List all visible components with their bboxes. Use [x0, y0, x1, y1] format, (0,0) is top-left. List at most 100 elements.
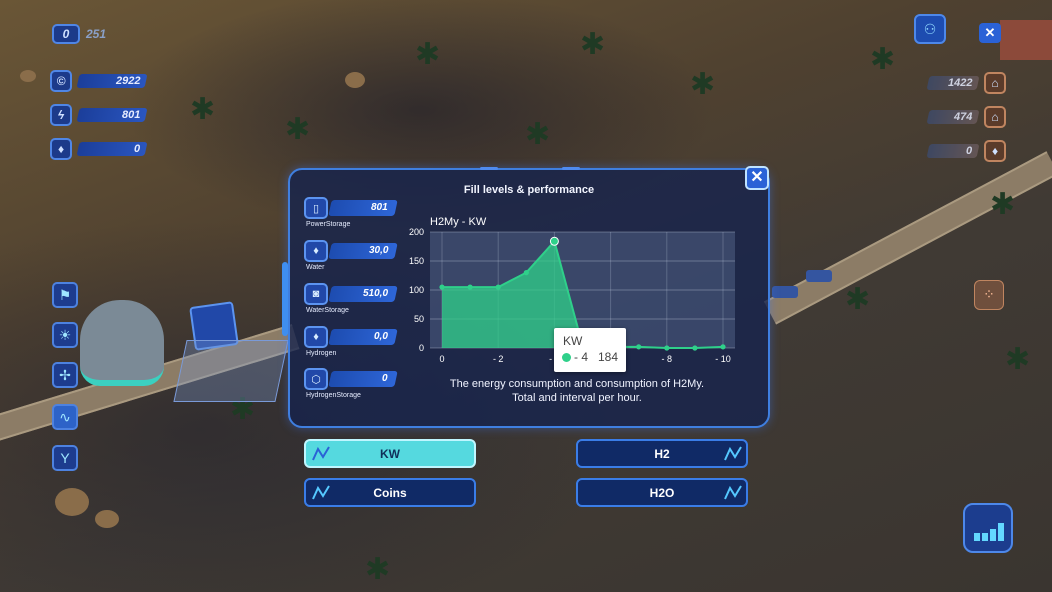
- panel-tab-indicator: [480, 167, 498, 170]
- top-value: 251: [86, 27, 107, 41]
- h2-button[interactable]: H2: [576, 439, 748, 468]
- gauge-label: PowerStorage: [306, 221, 351, 228]
- top-counter-value: 0: [62, 27, 70, 41]
- kw-button-label: KW: [380, 447, 400, 461]
- y-tick-label: 200: [409, 227, 424, 237]
- flag-button[interactable]: ⚑: [52, 282, 78, 308]
- fire-drop-icon: ♦: [984, 140, 1006, 162]
- h2-button-label: H2: [654, 447, 670, 461]
- scrollbar[interactable]: [282, 262, 288, 336]
- tank-icon: ◙: [304, 283, 328, 305]
- gauge-power-storage: ▯ 801 PowerStorage: [304, 197, 398, 228]
- signal-bar: [982, 533, 988, 541]
- tooltip-series-dot: [562, 353, 571, 362]
- data-point: [439, 284, 445, 290]
- h2o-button[interactable]: H2O: [576, 478, 748, 507]
- palm-tree: ✱: [1005, 343, 1031, 376]
- car: [806, 270, 832, 282]
- network-button[interactable]: ⚇: [914, 14, 946, 44]
- palm-tree: ✱: [580, 28, 606, 61]
- counter-badge: 0: [52, 24, 80, 44]
- data-point: [523, 270, 529, 276]
- signal-level-button[interactable]: [963, 503, 1013, 553]
- palm-tree: ✱: [415, 38, 441, 71]
- gauge-label: Water: [306, 264, 325, 271]
- data-point: [664, 345, 670, 351]
- weather-icon: ☀: [58, 326, 72, 343]
- weather-button[interactable]: ☀: [52, 322, 78, 348]
- data-point: [467, 284, 473, 290]
- y-tick-label: 0: [419, 343, 424, 353]
- coins-resource: © 2922: [50, 70, 148, 92]
- windmill-button[interactable]: ✢: [52, 362, 78, 388]
- top-close-button[interactable]: ✕: [979, 23, 1001, 43]
- gauge-value: 0: [382, 373, 388, 384]
- tooltip-value: 184: [598, 350, 619, 364]
- close-icon: ✕: [984, 25, 996, 40]
- panel-close-button[interactable]: ✕: [745, 166, 769, 190]
- house-icon: ⌂: [984, 106, 1006, 128]
- gauge-value: 30,0: [368, 245, 388, 256]
- x-tick-label: - 2: [493, 354, 504, 364]
- palm-tree: ✱: [525, 118, 551, 151]
- h2my-tower[interactable]: [80, 300, 164, 386]
- signal-bar: [974, 533, 980, 541]
- coins-button[interactable]: Coins: [304, 478, 476, 507]
- houses-value: 474: [953, 111, 972, 123]
- close-icon: ✕: [750, 169, 764, 186]
- water-resource: ♦ 0: [50, 138, 148, 160]
- kw-button[interactable]: KW: [304, 439, 476, 468]
- water-drop-icon: ♦: [304, 240, 328, 262]
- battery-icon: ▯: [304, 197, 328, 219]
- gauge-label: HydrogenStorage: [306, 392, 361, 399]
- data-point: [636, 344, 642, 350]
- car: [772, 286, 798, 298]
- palm-tree: ✱: [990, 188, 1016, 221]
- graph-icon: [312, 485, 330, 500]
- power-resource: ϟ 801: [50, 104, 148, 126]
- rock: [55, 488, 89, 516]
- gauge-water-storage: ◙ 510,0 WaterStorage: [304, 283, 398, 314]
- gauge-hydrogen: ♦ 0,0 Hydrogen: [304, 326, 398, 357]
- palm-tree: ✱: [690, 68, 716, 101]
- hydrogen-storage-icon: ⬡: [304, 368, 328, 390]
- rock: [95, 510, 119, 528]
- y-tick-label: 100: [409, 285, 424, 295]
- tooltip-x: - 4: [574, 350, 589, 364]
- x-tick-label: 0: [439, 354, 444, 364]
- top-counter: 0 251: [52, 24, 106, 44]
- chart-tooltip: KW - 4 184: [554, 328, 626, 372]
- palm-tree: ✱: [285, 113, 311, 146]
- road: [763, 151, 1052, 325]
- power-line-icon: Y: [60, 450, 70, 466]
- stats-button[interactable]: ∿: [52, 404, 78, 430]
- signal-bar: [998, 523, 1004, 541]
- palm-tree: ✱: [870, 43, 896, 76]
- flag-icon: ⚑: [58, 286, 72, 303]
- data-point: [549, 236, 559, 246]
- coin-icon: ©: [50, 70, 72, 92]
- power-line-button[interactable]: Y: [52, 445, 78, 471]
- coins-value: 2922: [115, 75, 140, 87]
- water-value: 0: [133, 143, 140, 155]
- x-tick-label: - 8: [662, 354, 673, 364]
- chart-caption: The energy consumption and consumption o…: [420, 377, 734, 405]
- molecule-button[interactable]: ⁘: [974, 280, 1004, 310]
- gauge-value: 801: [371, 202, 388, 213]
- palm-tree: ✱: [190, 93, 216, 126]
- fire-resource: 0 ♦: [926, 140, 1006, 162]
- building: [1000, 20, 1052, 60]
- data-point: [720, 344, 726, 350]
- x-tick-label: - 10: [715, 354, 731, 364]
- windmill-icon: ✢: [59, 366, 71, 383]
- water-drop-icon: ♦: [50, 138, 72, 160]
- lightning-icon: ϟ: [50, 104, 72, 126]
- panel-title: Fill levels & performance: [463, 184, 595, 196]
- palm-tree: ✱: [365, 553, 391, 586]
- houses-coin-resource: 1422 ⌂: [926, 72, 1006, 94]
- graph-icon: [724, 446, 742, 461]
- panel-tab-indicator: [562, 167, 580, 170]
- chart-title: H2My - KW: [430, 216, 487, 228]
- houses-coin-value: 1422: [947, 77, 972, 89]
- y-tick-label: 50: [414, 314, 424, 324]
